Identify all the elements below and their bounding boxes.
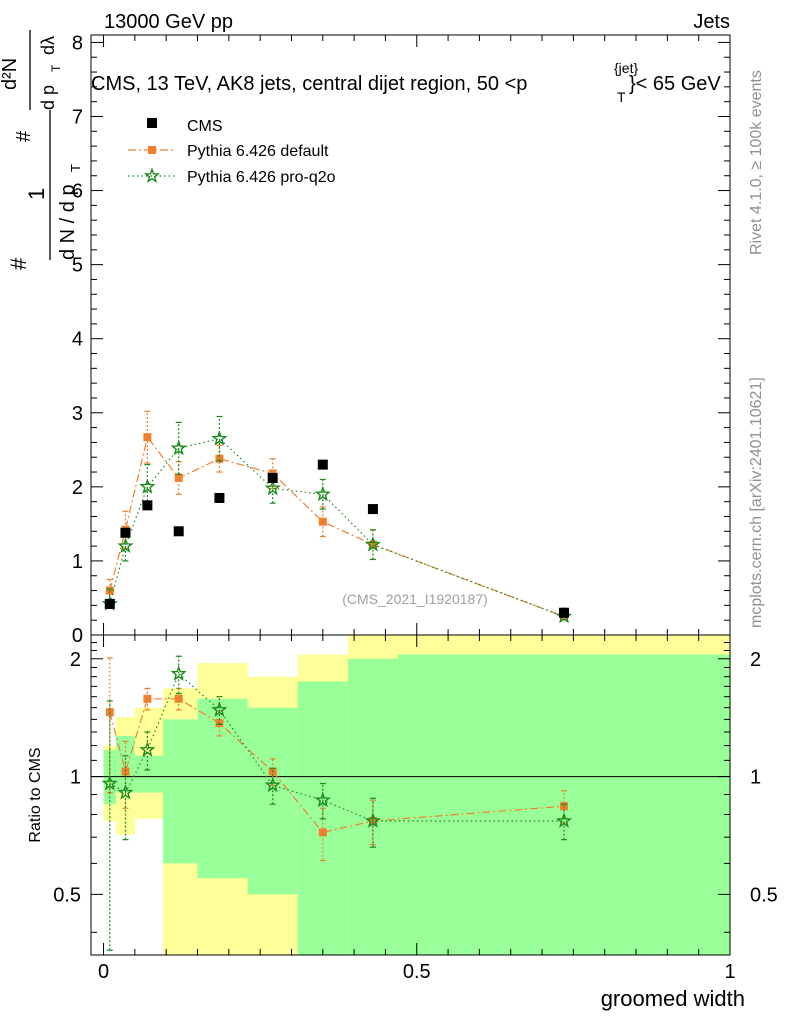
q2o-point — [314, 485, 331, 502]
cms-point — [104, 598, 115, 609]
rivet-label: Rivet 4.1.0, ≥ 100k events — [748, 70, 765, 255]
main-ticks: 0 1 2 3 4 5 6 7 8 — [72, 32, 731, 647]
cms-point — [173, 526, 184, 537]
q2o-ratio-point — [211, 701, 228, 717]
ratio-tick-label-right: 1 — [750, 767, 761, 789]
default-point — [215, 454, 224, 463]
green-band — [163, 719, 198, 864]
default-point — [368, 540, 377, 549]
q2o-point — [170, 439, 187, 456]
svg-text:d²N: d²N — [0, 58, 21, 90]
default-point — [143, 433, 152, 442]
q2o-ratio-point — [101, 774, 118, 791]
mcplots-label: mcplots.cern.ch [arXiv:2401.10621] — [748, 377, 765, 628]
ratio-plot-frame — [90, 634, 731, 956]
default-ratio-point — [143, 694, 152, 703]
q2o-ratio-point — [364, 812, 382, 828]
ratio-ticks: 0.5 0.5 1 1 2 2 0 0.5 1 — [53, 635, 778, 983]
x-tick-label: 1 — [724, 961, 735, 983]
svg-text:#: # — [13, 130, 35, 142]
y-tick-label: 7 — [72, 106, 83, 128]
title-sub: T — [617, 89, 626, 105]
ratio-tick-label: 1 — [70, 767, 81, 789]
green-band — [116, 735, 135, 793]
q2o-point — [117, 537, 134, 554]
ratio-uncertainty-bands — [103, 635, 730, 955]
cms-point — [214, 492, 225, 503]
green-band — [134, 755, 164, 793]
q2o-point — [211, 430, 228, 446]
cms-point — [558, 607, 569, 618]
svg-text:T: T — [68, 164, 83, 172]
cms-point — [317, 459, 328, 470]
svg-text:dλ: dλ — [38, 36, 58, 55]
q2o-ratio-point — [170, 665, 187, 681]
q2o-ratio-line — [109, 672, 564, 822]
ratio-tick-label-right: 2 — [750, 649, 761, 671]
green-band — [197, 698, 248, 879]
y-tick-label: 6 — [72, 181, 83, 203]
cms-point — [120, 527, 131, 538]
default-ratio-point — [174, 694, 183, 703]
y-tick-label: 0 — [72, 625, 83, 647]
beam-label: 13000 GeV pp — [104, 11, 233, 33]
x-tick-label: 0 — [98, 961, 109, 983]
y-axis-label: # 1 d N / d p T # d²N d p T dλ — [0, 30, 83, 270]
legend-marker-default — [148, 146, 156, 154]
process-label: Jets — [693, 11, 730, 33]
y-tick-label: 3 — [72, 403, 83, 425]
q2o-point — [364, 536, 381, 552]
legend-label-cms: CMS — [187, 118, 223, 135]
legend-star-shape — [143, 167, 161, 183]
title-end: }< 65 GeV — [629, 73, 721, 95]
analysis-label: (CMS_2021_I1920187) — [342, 591, 488, 607]
svg-text:d p: d p — [38, 85, 58, 110]
q2o-point — [264, 479, 281, 496]
default-ratio-point — [318, 828, 327, 837]
q2o-ratio-point — [314, 791, 331, 808]
ratio-tick-label-right: 0.5 — [750, 884, 778, 906]
q2o-ratio-point — [139, 741, 156, 757]
default-point — [318, 517, 327, 526]
plot-title: CMS, 13 TeV, AK8 jets, central dijet reg… — [91, 60, 721, 105]
y-tick-label: 8 — [72, 32, 83, 54]
q2o-ratio-point — [117, 784, 134, 800]
legend: CMS Pythia 6.426 default Pythia 6.426 pr… — [128, 118, 336, 186]
y-tick-label: 4 — [72, 329, 83, 351]
cms-point — [367, 504, 378, 515]
green-band — [247, 707, 298, 895]
ratio-tick-label: 2 — [70, 649, 81, 671]
y-tick-label: 5 — [72, 255, 83, 277]
legend-marker-q2o — [143, 167, 161, 183]
svg-text:1: 1 — [24, 188, 49, 200]
default-point — [174, 473, 183, 482]
svg-text:T: T — [49, 64, 63, 72]
y-tick-label: 1 — [72, 551, 83, 573]
q2o-point — [139, 478, 156, 494]
legend-label-q2o: Pythia 6.426 pro-q2o — [187, 169, 336, 186]
legend-marker-cms — [147, 118, 157, 128]
x-tick-label: 0.5 — [403, 961, 431, 983]
ratio-tick-label: 0.5 — [53, 884, 81, 906]
q2o-ratio-point — [555, 812, 573, 828]
title-sup: {jet} — [614, 60, 638, 76]
main-series — [101, 410, 573, 624]
y-tick-label: 2 — [72, 477, 83, 499]
legend-label-default: Pythia 6.426 default — [187, 143, 329, 160]
title-text: CMS, 13 TeV, AK8 jets, central dijet reg… — [91, 73, 527, 95]
q2o-ratio-point — [264, 776, 281, 793]
svg-text:d N / d p: d N / d p — [57, 184, 79, 260]
ratio-series — [101, 655, 573, 951]
cms-point — [142, 500, 153, 511]
cms-point — [267, 472, 278, 483]
svg-text:#: # — [6, 257, 31, 270]
x-axis-label: groomed width — [601, 986, 745, 1011]
ratio-y-label: Ratio to CMS — [27, 747, 44, 842]
